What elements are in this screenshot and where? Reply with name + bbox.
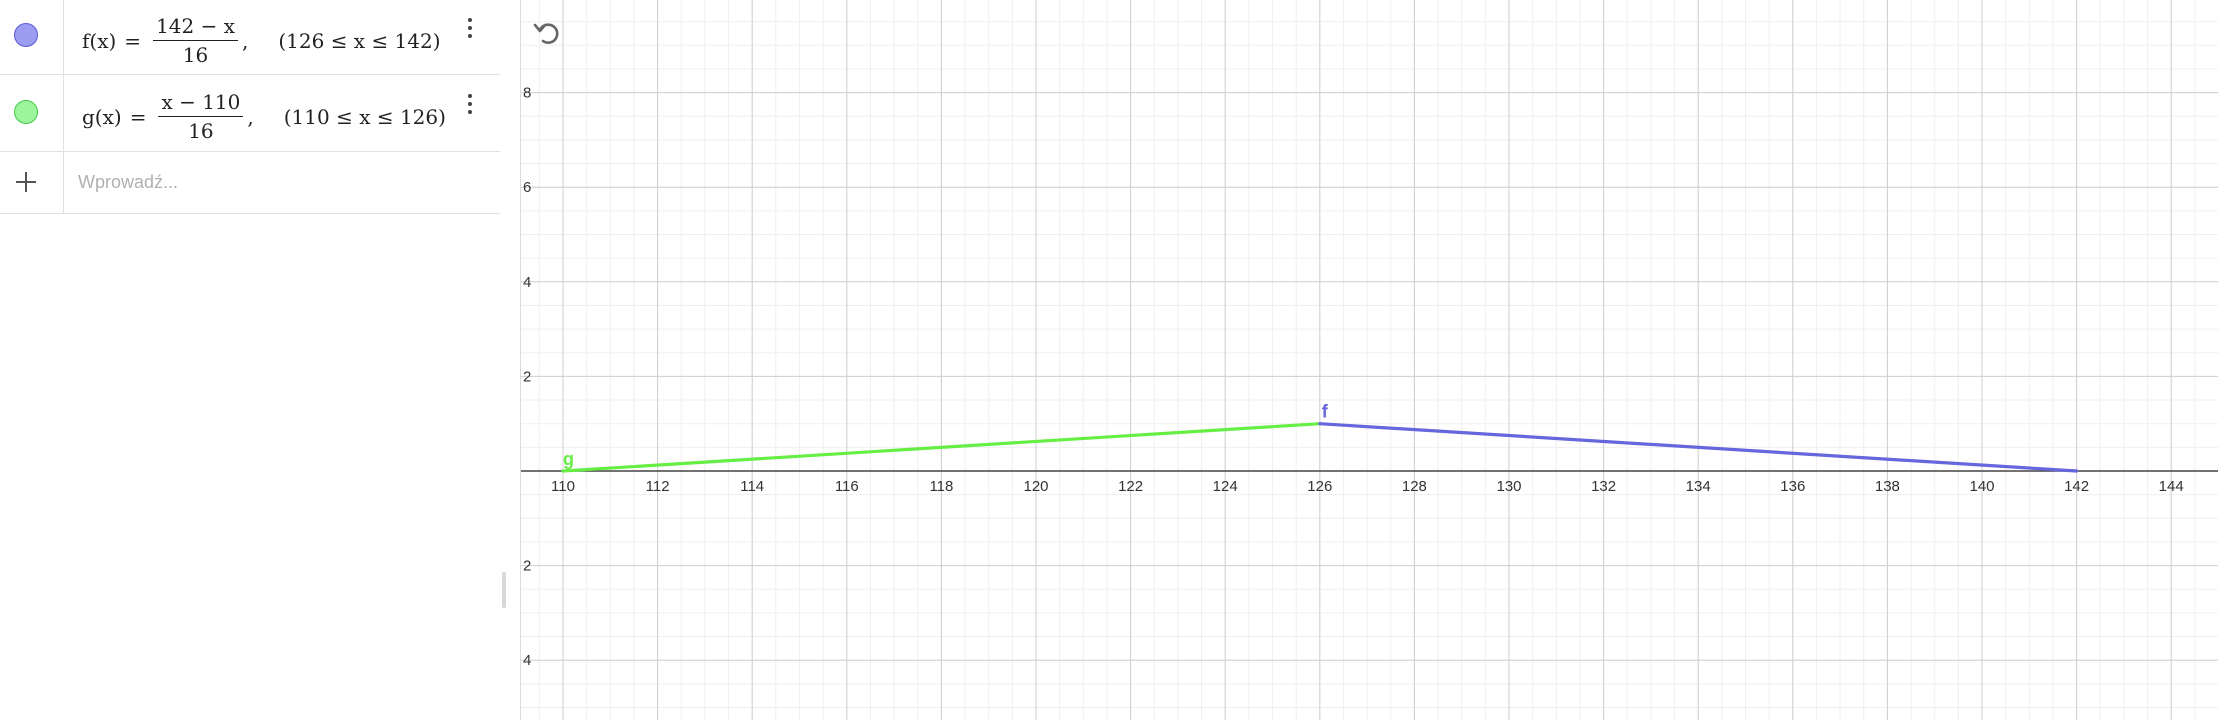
comma: , bbox=[247, 104, 254, 129]
more-vertical-icon[interactable] bbox=[458, 90, 482, 120]
marker-column bbox=[0, 151, 64, 213]
input-row[interactable] bbox=[0, 151, 500, 214]
y-tick-label: 4 bbox=[523, 274, 531, 291]
marker-column bbox=[0, 0, 64, 74]
denominator: 16 bbox=[182, 43, 209, 67]
fraction: x − 110 16 bbox=[158, 90, 244, 143]
denominator: 16 bbox=[188, 119, 214, 143]
x-tick-label: 142 bbox=[2064, 478, 2089, 495]
domain: (110 ≤ x ≤ 126) bbox=[283, 104, 446, 129]
graph-canvas[interactable]: 110 112 114 116 118 120 122 124 126 128 130 132 134 1… bbox=[521, 0, 2218, 720]
y-tick-label: 4 bbox=[523, 652, 531, 669]
minor-grid bbox=[521, 0, 2218, 720]
y-tick-label: 8 bbox=[523, 85, 531, 102]
graphics-view[interactable]: 110 112 114 116 118 120 122 124 126 128 130 132 134 1… bbox=[520, 0, 2218, 720]
function-curves: gf bbox=[561, 402, 2079, 473]
x-tick-label: 136 bbox=[1780, 478, 1805, 495]
x-tick-label: 112 bbox=[646, 478, 670, 495]
x-tick-label: 144 bbox=[2159, 478, 2184, 495]
panel-splitter[interactable] bbox=[502, 572, 506, 608]
undo-icon[interactable] bbox=[531, 18, 561, 48]
x-tick-label: 122 bbox=[1118, 478, 1143, 495]
algebra-panel: f(x) = 142 − x 16 , (126 ≤ x ≤ 142) g(x)… bbox=[0, 0, 520, 720]
x-tick-label: 134 bbox=[1686, 478, 1711, 495]
x-tick-label: 120 bbox=[1023, 478, 1048, 495]
y-tick-label: 2 bbox=[523, 368, 531, 385]
formula-f[interactable]: f(x) = 142 − x 16 , (126 ≤ x ≤ 142) bbox=[82, 14, 441, 67]
x-tick-label: 140 bbox=[1969, 478, 1994, 495]
x-tick-label: 116 bbox=[835, 478, 859, 495]
equals-sign: = bbox=[129, 104, 147, 129]
more-vertical-icon[interactable] bbox=[458, 14, 482, 44]
function-f-curve bbox=[1318, 422, 2079, 473]
numerator: 142 − x bbox=[153, 14, 238, 41]
y-tick-label: 2 bbox=[523, 558, 531, 575]
function-f-label: f bbox=[1322, 402, 1329, 422]
algebra-item-g[interactable]: g(x) = x − 110 16 , (110 ≤ x ≤ 126) bbox=[0, 74, 500, 152]
y-tick-label: 6 bbox=[523, 179, 531, 196]
visibility-toggle-f[interactable] bbox=[14, 23, 38, 47]
function-g-curve bbox=[561, 422, 1322, 473]
visibility-toggle-g[interactable] bbox=[14, 100, 38, 124]
fraction: 142 − x 16 bbox=[153, 14, 238, 67]
algebra-item-f[interactable]: f(x) = 142 − x 16 , (126 ≤ x ≤ 142) bbox=[0, 0, 500, 75]
function-name: g(x) bbox=[82, 104, 122, 129]
equals-sign: = bbox=[124, 28, 142, 53]
y-axis-labels: 8 6 4 2 2 4 bbox=[523, 85, 531, 670]
x-tick-label: 132 bbox=[1591, 478, 1616, 495]
x-tick-label: 114 bbox=[740, 478, 764, 495]
algebra-input[interactable] bbox=[76, 167, 480, 197]
x-tick-label: 130 bbox=[1496, 478, 1521, 495]
marker-column bbox=[0, 74, 64, 151]
x-tick-label: 128 bbox=[1402, 478, 1427, 495]
numerator: x − 110 bbox=[158, 90, 244, 117]
function-g-label: g bbox=[563, 449, 574, 469]
x-tick-label: 124 bbox=[1213, 478, 1238, 495]
x-tick-label: 110 bbox=[551, 478, 575, 495]
x-tick-label: 126 bbox=[1307, 478, 1332, 495]
formula-g[interactable]: g(x) = x − 110 16 , (110 ≤ x ≤ 126) bbox=[82, 90, 446, 143]
x-tick-label: 138 bbox=[1875, 478, 1900, 495]
comma: , bbox=[242, 28, 249, 53]
domain: (126 ≤ x ≤ 142) bbox=[278, 28, 441, 53]
function-name: f(x) bbox=[82, 28, 117, 53]
x-axis-labels: 110 112 114 116 118 120 122 124 126 128 130 132 134 1… bbox=[551, 478, 2184, 495]
plus-icon[interactable] bbox=[16, 172, 36, 192]
x-tick-label: 118 bbox=[929, 478, 953, 495]
